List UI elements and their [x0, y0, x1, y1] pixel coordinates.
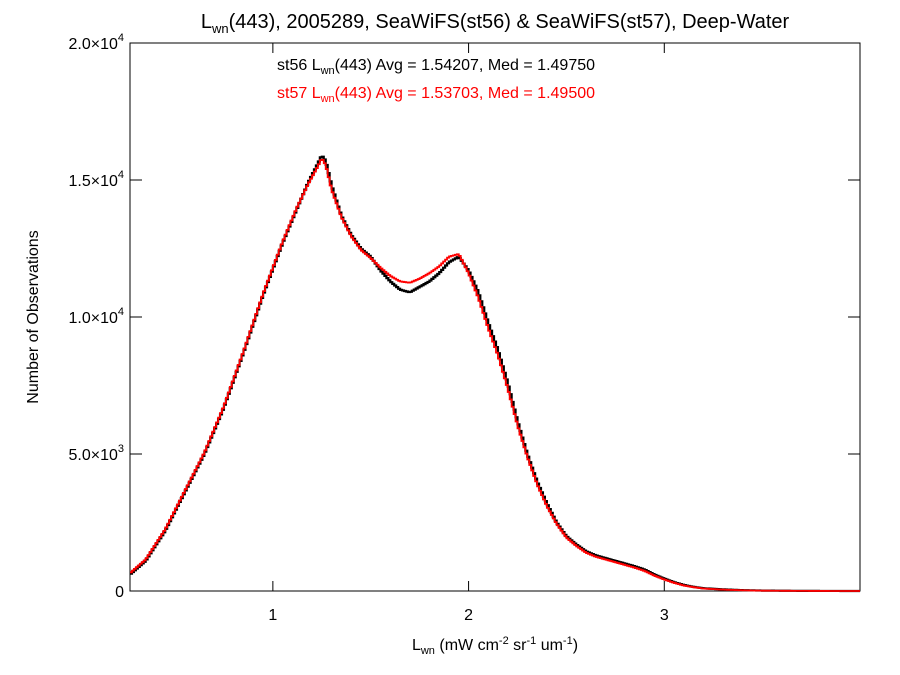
series-line-st56 — [130, 155, 860, 593]
legend-entry-st56: st56 Lwn(443) Avg = 1.54207, Med = 1.497… — [277, 57, 595, 77]
legend-st57-sub: wn — [320, 93, 335, 105]
x-axis-ticks: 1 2 3 — [268, 43, 669, 624]
y-tick-label-4: 2.0×104 — [68, 32, 124, 53]
x-label-close: ) — [573, 637, 578, 654]
chart-title-rest: (443), 2005289, SeaWiFS(st56) & SeaWiFS(… — [229, 11, 790, 33]
y-tick-label-0: 0 — [115, 584, 124, 601]
x-tick-label-1: 2 — [464, 607, 473, 624]
legend-st56-sub: wn — [320, 65, 335, 77]
x-axis-label: Lwn (mW cm-2 sr-1 um-1) — [412, 635, 578, 657]
x-label-open: (mW cm — [435, 637, 499, 654]
chart-title: Lwn(443), 2005289, SeaWiFS(st56) & SeaWi… — [201, 11, 790, 36]
y-tick-label-3: 1.5×104 — [68, 169, 124, 190]
y-axis-ticks: 0 5.0×103 1.0×104 1.5×104 2.0×104 — [68, 32, 860, 601]
x-label-mid2: um — [536, 637, 563, 654]
chart-title-subscript: wn — [211, 21, 229, 36]
x-tick-label-2: 3 — [660, 607, 669, 624]
series-line-st57 — [130, 158, 860, 592]
x-tick-label-0: 1 — [268, 607, 277, 624]
series-layer — [130, 155, 860, 593]
y-axis-label: Number of Observations — [25, 230, 42, 403]
x-label-sup2: -1 — [526, 635, 536, 647]
legend-st57-post: (443) Avg = 1.53703, Med = 1.49500 — [335, 85, 595, 102]
legend-entry-st57: st57 Lwn(443) Avg = 1.53703, Med = 1.495… — [277, 85, 595, 105]
x-label-base-sub: wn — [420, 645, 435, 657]
legend-st56-post: (443) Avg = 1.54207, Med = 1.49750 — [335, 57, 595, 74]
y-tick-label-2: 1.0×104 — [68, 306, 124, 327]
y-tick-label-1: 5.0×103 — [68, 443, 124, 464]
x-label-sup1: -2 — [499, 635, 509, 647]
legend-st56-pre: st56 L — [277, 57, 321, 74]
x-label-mid: sr — [509, 637, 527, 654]
legend-st57-pre: st57 L — [277, 85, 321, 102]
chart-title-prefix: L — [201, 11, 212, 33]
x-label-sup3: -1 — [563, 635, 573, 647]
plot-frame — [129, 42, 861, 592]
x-label-base: L — [412, 637, 421, 654]
